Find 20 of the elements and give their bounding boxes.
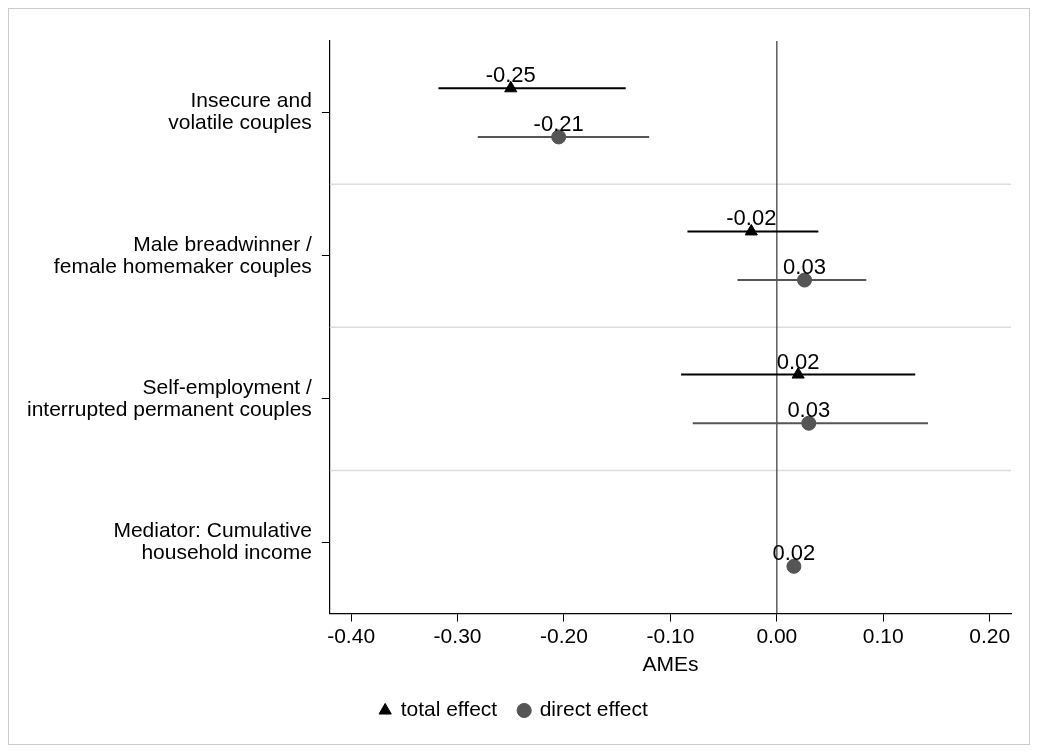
data-label: -0.21: [533, 111, 584, 137]
y-tick-label: Male breadwinner / female homemaker couples: [53, 231, 313, 277]
data-label: 0.02: [776, 348, 820, 374]
y-tick-label: Mediator: Cumulative household income: [113, 517, 312, 563]
x-tick-label: 0.10: [862, 624, 904, 647]
y-tick-label: Self-employment / interrupted permanent couples: [27, 374, 312, 420]
x-tick-label: -0.20: [540, 624, 588, 647]
legend-label: direct effect: [539, 697, 648, 721]
data-label: -0.25: [485, 62, 536, 88]
x-tick-label: -0.30: [433, 624, 482, 647]
x-tick-label: 0.20: [969, 624, 1011, 647]
x-tick-label: -0.10: [646, 624, 695, 647]
data-label: -0.02: [726, 205, 777, 231]
x-tick-label: -0.40: [327, 624, 376, 647]
data-label: 0.03: [787, 397, 831, 423]
data-label: 0.03: [783, 254, 826, 280]
legend-label: total effect: [400, 697, 498, 721]
y-tick-label: Insecure and volatile couples: [168, 88, 312, 134]
x-tick-label: 0.00: [756, 624, 798, 647]
x-axis-title: AMEs: [642, 652, 699, 676]
